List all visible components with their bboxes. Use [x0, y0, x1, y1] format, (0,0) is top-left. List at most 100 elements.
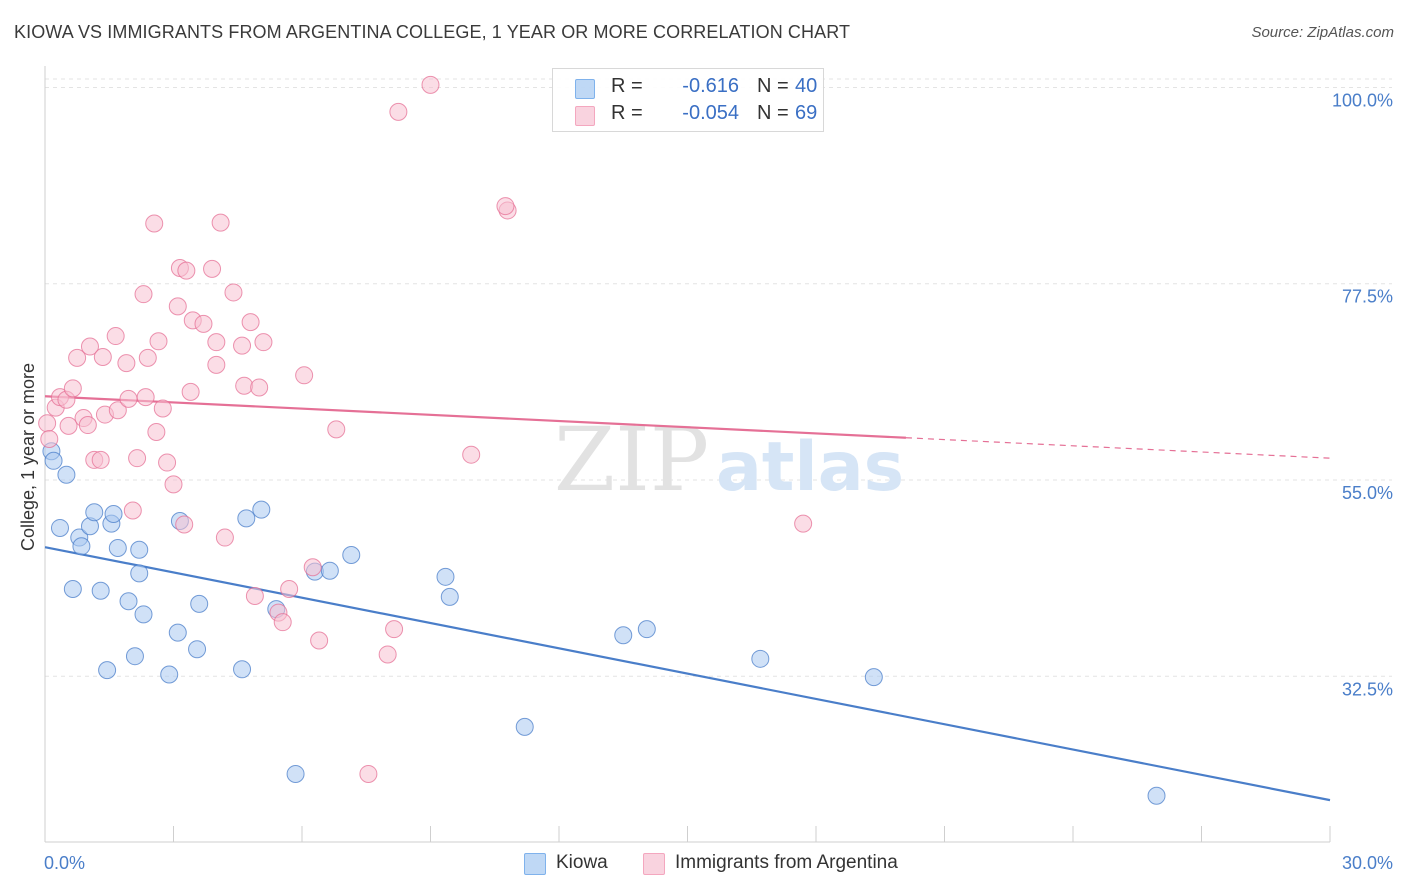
y-axis-label: College, 1 year or more — [18, 363, 38, 551]
point-argentina — [108, 401, 127, 420]
point-kiowa — [108, 539, 127, 558]
point-argentina — [303, 558, 322, 577]
y-tick-label: 100.0% — [1332, 90, 1393, 110]
point-argentina — [164, 475, 183, 494]
point-argentina — [215, 528, 234, 547]
point-kiowa — [436, 567, 455, 586]
point-argentina — [241, 313, 260, 332]
point-kiowa — [44, 451, 63, 470]
point-argentina — [136, 388, 155, 407]
point-argentina — [38, 414, 57, 433]
point-argentina — [245, 587, 264, 606]
point-argentina — [123, 501, 142, 520]
point-kiowa — [864, 668, 883, 687]
point-argentina — [385, 620, 404, 639]
trend-line-argentina — [44, 395, 907, 439]
point-kiowa — [515, 717, 534, 736]
legend-n-label: N = — [757, 75, 789, 97]
point-kiowa — [188, 640, 207, 659]
point-argentina — [106, 327, 125, 346]
point-argentina — [128, 449, 147, 468]
point-kiowa — [130, 564, 149, 583]
point-argentina — [93, 347, 112, 366]
y-tick-label: 55.0% — [1342, 483, 1393, 503]
point-kiowa — [104, 505, 123, 524]
x-tick-label: 0.0% — [44, 853, 85, 873]
point-argentina — [310, 631, 329, 650]
point-kiowa — [91, 581, 110, 600]
point-kiowa — [85, 503, 104, 522]
point-kiowa — [130, 540, 149, 559]
legend-n-value: 69 — [795, 102, 818, 124]
point-argentina — [153, 399, 172, 418]
point-kiowa — [342, 546, 361, 565]
point-argentina — [117, 354, 136, 373]
point-argentina — [147, 423, 166, 442]
point-argentina — [389, 102, 408, 121]
point-argentina — [207, 333, 226, 352]
point-kiowa — [637, 620, 656, 639]
point-argentina — [78, 416, 97, 435]
point-argentina — [91, 450, 110, 469]
watermark: ZIP atlas — [554, 408, 904, 511]
point-argentina — [211, 213, 230, 232]
point-kiowa — [168, 623, 187, 642]
y-tick-label: 77.5% — [1342, 287, 1393, 307]
tick-labels: 100.0% 77.5% 55.0% 32.5% 0.0% 30.0% — [44, 90, 1393, 873]
point-kiowa — [134, 605, 153, 624]
legend-swatch-kiowa — [575, 79, 595, 99]
point-kiowa — [614, 626, 633, 645]
trend-line-dashed-argentina — [905, 437, 1331, 459]
point-argentina — [378, 645, 397, 664]
bottom-legend-label: Immigrants from Argentina — [675, 852, 898, 873]
point-argentina — [181, 382, 200, 401]
point-argentina — [359, 764, 378, 783]
point-argentina — [134, 285, 153, 304]
point-argentina — [177, 261, 196, 280]
point-kiowa — [320, 561, 339, 580]
chart-title: KIOWA VS IMMIGRANTS FROM ARGENTINA COLLE… — [14, 22, 851, 42]
point-argentina — [80, 337, 99, 356]
point-argentina — [40, 429, 59, 448]
point-kiowa — [50, 518, 69, 537]
y-tick-label: 32.5% — [1342, 679, 1393, 699]
point-kiowa — [63, 580, 82, 599]
point-kiowa — [119, 592, 138, 611]
point-argentina — [63, 379, 82, 398]
point-kiowa — [57, 465, 76, 484]
point-argentina — [158, 453, 177, 472]
bottom-legend-label: Kiowa — [556, 852, 608, 873]
point-kiowa — [252, 500, 271, 519]
legend-r-value: -0.616 — [682, 75, 739, 97]
point-argentina — [280, 580, 299, 599]
bottom-legend-swatch-argentina — [643, 853, 665, 875]
point-argentina — [327, 420, 346, 439]
point-argentina — [421, 75, 440, 94]
x-tick-label: 30.0% — [1342, 853, 1393, 873]
point-kiowa — [190, 594, 209, 613]
point-argentina — [203, 259, 222, 278]
point-kiowa — [125, 647, 144, 666]
point-argentina — [254, 333, 273, 352]
data-points — [38, 75, 1166, 805]
point-argentina — [119, 389, 138, 408]
point-argentina — [145, 214, 164, 233]
point-kiowa — [160, 665, 179, 684]
legend-swatch-argentina — [575, 106, 595, 126]
point-argentina — [235, 376, 254, 395]
legend-n-label: N = — [757, 102, 789, 124]
point-argentina — [233, 336, 252, 355]
point-argentina — [168, 297, 187, 316]
point-kiowa — [233, 660, 252, 679]
point-argentina — [138, 348, 157, 367]
point-argentina — [149, 332, 168, 351]
point-kiowa — [440, 587, 459, 606]
point-argentina — [194, 314, 213, 333]
point-kiowa — [286, 764, 305, 783]
point-argentina — [794, 514, 813, 533]
point-kiowa — [237, 509, 256, 528]
point-argentina — [207, 355, 226, 374]
point-argentina — [175, 515, 194, 534]
stats-legend: R = -0.616 N = 40 R = -0.054 N = 69 — [552, 68, 824, 132]
